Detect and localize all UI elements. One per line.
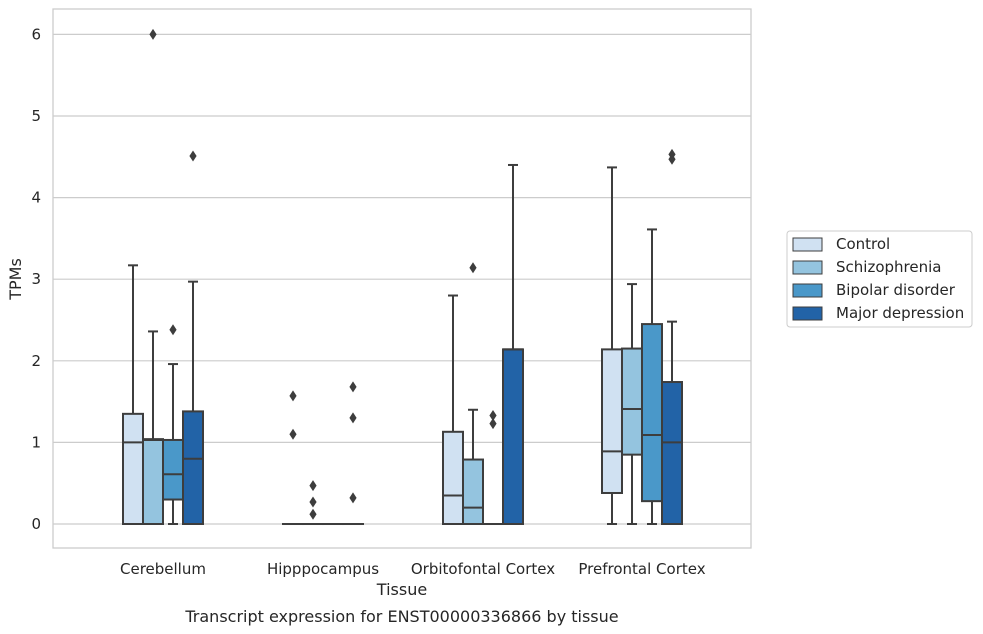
box-iqr [661,381,683,525]
outlier-point [309,508,317,520]
y-tick-label: 1 [31,433,41,451]
box-schizophrenia [462,262,484,526]
y-tick-label: 2 [31,352,41,370]
box-control [282,390,304,526]
outlier-point [349,412,357,424]
box-schizophrenia [142,28,164,525]
legend-label: Control [836,235,890,253]
box-iqr [502,348,524,525]
outlier-point [289,390,297,402]
outlier-point [289,428,297,440]
box-major-depression [182,150,204,525]
x-tick-label: Cerebellum [120,560,206,578]
box-iqr [182,410,204,525]
box-iqr [122,412,144,525]
y-tick-label: 6 [31,25,41,43]
box-control [442,294,464,525]
outlier-point [668,153,676,165]
outlier-point [149,28,157,40]
legend-swatch [792,237,823,252]
box-bipolar-disorder [482,409,504,526]
x-tick-label: Orbitofontal Cortex [411,560,555,578]
outlier-point [349,381,357,393]
y-tick-label: 4 [31,189,41,207]
box-bipolar-disorder [641,228,663,525]
outlier-point [489,418,497,430]
box-iqr [462,458,484,526]
box-iqr [162,438,184,501]
box-control [122,264,144,525]
chart-caption: Transcript expression for ENST0000033686… [184,607,618,626]
boxes [122,28,683,526]
y-tick-labels: 0 1 2 3 4 5 6 [31,25,41,533]
box-schizophrenia [302,480,324,526]
box-major-depression [342,381,364,526]
legend-swatch [792,306,823,321]
legend-frame [786,230,973,328]
box-major-depression [661,148,683,525]
legend-swatch [792,283,823,298]
legend-label: Bipolar disorder [836,281,956,299]
x-axis-title: Tissue [376,580,427,599]
box-schizophrenia [621,283,643,525]
legend: Control Schizophrenia Bipolar disorder Majo… [786,230,973,328]
outlier-point [189,150,197,162]
outlier-point [309,496,317,508]
outlier-point [349,492,357,504]
x-tick-label: Hipppocampus [267,560,379,578]
box-iqr [142,438,164,525]
outlier-point [309,480,317,492]
y-axis-title: TPMs [6,258,25,301]
y-tick-label: 5 [31,107,41,125]
box-iqr [621,347,643,456]
x-tick-labels: Cerebellum Hipppocampus Orbitofontal Corte… [120,560,706,578]
outlier-point [169,324,177,336]
legend-label: Major depression [836,304,964,322]
legend-swatch [792,260,823,275]
y-tick-label: 0 [31,515,41,533]
box-bipolar-disorder [162,324,184,525]
box-iqr [442,430,464,525]
x-tick-label: Prefrontal Cortex [578,560,705,578]
outlier-point [489,409,497,421]
plot-frame [52,8,752,549]
outlier-point [469,262,477,274]
box-major-depression [502,163,524,525]
y-tick-label: 3 [31,270,41,288]
legend-label: Schizophrenia [836,258,941,276]
box-iqr [641,323,663,503]
box-iqr [601,348,623,494]
box-control [601,166,623,525]
